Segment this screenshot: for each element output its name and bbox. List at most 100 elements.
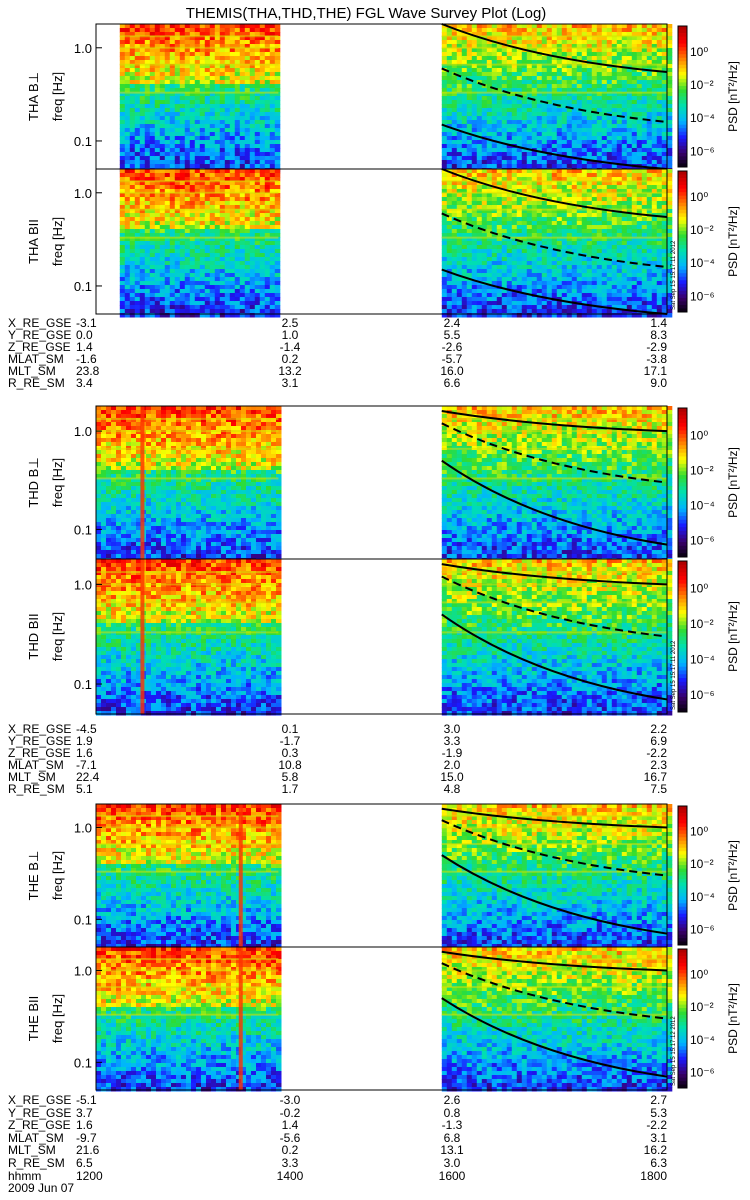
spectrogram-cell [224, 124, 231, 129]
spectrogram-cell [521, 92, 528, 97]
spectrogram-cell [606, 108, 613, 113]
spectrogram-cell [204, 60, 211, 65]
spectrogram-cell [224, 56, 231, 61]
spectrogram-cell [466, 257, 473, 262]
spectrogram-cell [461, 104, 468, 109]
spectrogram-cell [606, 24, 613, 29]
spectrogram-cell [169, 245, 176, 250]
spectrogram-cell [546, 116, 553, 121]
spectrogram-cell [224, 88, 231, 93]
spectrogram-cell [139, 265, 146, 270]
spectrogram-cell [526, 265, 533, 270]
spectrogram-cell [456, 44, 463, 49]
spectrogram-cell [254, 44, 261, 49]
spectrogram-cell [164, 217, 171, 222]
spectrogram-cell [249, 92, 256, 97]
spectrogram-cell [486, 301, 493, 306]
spectrogram-cell [269, 128, 276, 133]
spectrogram-cell [526, 28, 533, 33]
spectrogram-cell [254, 100, 261, 105]
spectrogram-cell [476, 60, 483, 65]
spectrogram-cell [209, 136, 216, 141]
spectrogram-cell [551, 116, 558, 121]
spectrogram-cell [269, 261, 276, 266]
spectrogram-cell [541, 136, 548, 141]
spectrogram-cell [269, 136, 276, 141]
spectrogram-cell [174, 273, 181, 278]
spectrogram-cell [144, 160, 151, 165]
spectrogram-cell [264, 301, 271, 306]
spectrogram-cell [259, 124, 266, 129]
spectrogram-cell [531, 169, 538, 174]
spectrogram-cell [194, 108, 201, 113]
spectrogram-cell [119, 140, 126, 145]
spectrogram-cell [199, 305, 206, 310]
spectrogram-cell [551, 108, 558, 113]
spectrogram-cell [556, 116, 563, 121]
spectrogram-cell [119, 229, 126, 234]
spectrogram-cell [511, 132, 518, 137]
spectrogram-cell [274, 96, 281, 101]
spectrogram-cell [586, 44, 593, 49]
spectrogram-cell [164, 44, 171, 49]
spectrogram-cell [169, 36, 176, 41]
spectrogram-cell [214, 293, 221, 298]
spectrogram-cell [511, 253, 518, 258]
spectrogram-cell [254, 32, 261, 37]
spectrogram-cell [209, 28, 216, 33]
spectrogram-cell [651, 140, 658, 145]
spectrogram-cell [591, 92, 598, 97]
spectrogram-cell [571, 28, 578, 33]
spectrogram-cell [144, 44, 151, 49]
spectrogram-cell [249, 28, 256, 33]
spectrogram-cell [154, 68, 161, 73]
spectrogram-cell [456, 48, 463, 53]
spectrogram-cell [204, 213, 211, 218]
spectrogram-cell [501, 229, 508, 234]
spectrogram-cell [194, 293, 201, 298]
spectrogram-cell [506, 56, 513, 61]
spectrogram-cell [616, 108, 623, 113]
spectrogram-cell [134, 309, 141, 314]
spectrogram-cell [666, 100, 673, 105]
spectrogram-cell [134, 60, 141, 65]
spectrogram-cell [154, 60, 161, 65]
spectrogram-cell [541, 261, 548, 266]
spectrogram-cell [496, 197, 503, 202]
spectrogram-cell [466, 64, 473, 69]
spectrogram-cell [184, 273, 191, 278]
spectrogram-cell [169, 48, 176, 53]
spectrogram-cell [229, 261, 236, 266]
spectrogram-cell [259, 36, 266, 41]
spectrogram-cell [224, 305, 231, 310]
spectrogram-cell [451, 225, 458, 230]
spectrogram-cell [124, 217, 131, 222]
spectrogram-cell [631, 24, 638, 29]
spectrogram-cell [531, 100, 538, 105]
spectrogram-cell [164, 36, 171, 41]
spectrogram-cell [274, 156, 281, 161]
spectrogram-cell [576, 160, 583, 165]
spectrogram-cell [511, 305, 518, 310]
spectrogram-cell [541, 132, 548, 137]
spectrogram-cell [456, 96, 463, 101]
spectrogram-cell [576, 28, 583, 33]
spectrogram-cell [189, 229, 196, 234]
spectrogram-cell [631, 152, 638, 157]
spectrogram-cell [169, 28, 176, 33]
spectrogram-cell [229, 56, 236, 61]
spectrogram-cell [234, 265, 241, 270]
spectrogram-cell [456, 261, 463, 266]
spectrogram-cell [209, 305, 216, 310]
spectrogram-cell [471, 305, 478, 310]
spectrogram-cell [511, 185, 518, 190]
spectrogram-cell [621, 84, 628, 89]
spectrogram-cell [611, 108, 618, 113]
spectrogram-cell [466, 269, 473, 274]
spectrogram-cell [501, 148, 508, 153]
spectrogram-cell [199, 28, 206, 33]
spectrogram-cell [204, 293, 211, 298]
spectrogram-cell [274, 213, 281, 218]
spectrogram-cell [239, 160, 246, 165]
spectrogram-cell [229, 104, 236, 109]
